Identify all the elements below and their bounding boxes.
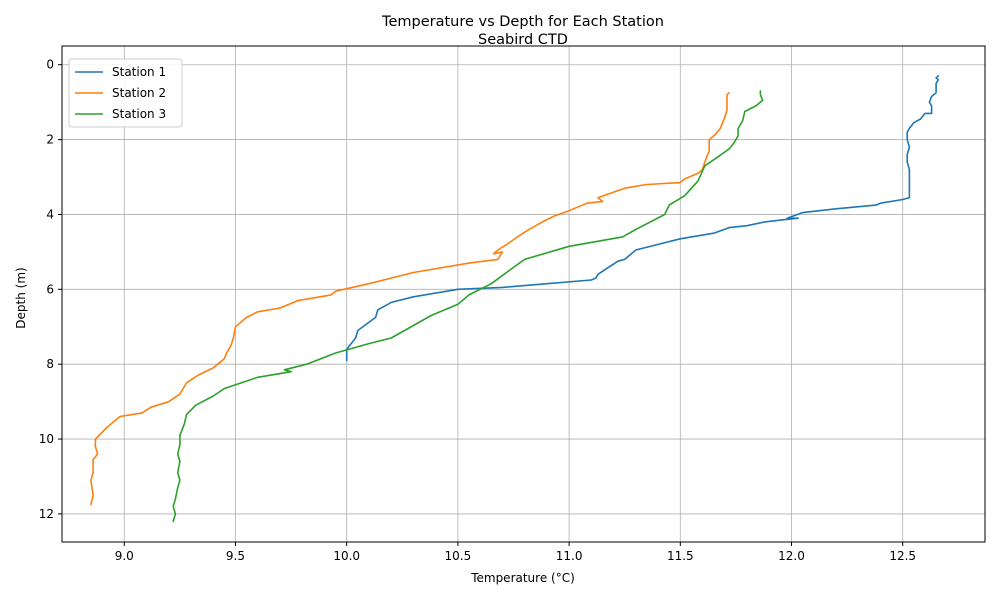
plot-frame xyxy=(61,45,986,543)
x-tick-label: 12.5 xyxy=(889,549,916,563)
series-layer xyxy=(90,75,940,523)
chart-title: Temperature vs Depth for Each Station xyxy=(381,14,664,30)
y-tick-label: 6 xyxy=(46,282,54,296)
y-tick-label: 10 xyxy=(39,432,54,446)
x-tick-label: 9.5 xyxy=(226,549,245,563)
y-tick-label: 0 xyxy=(46,58,54,72)
legend-label-station-2: Station 2 xyxy=(112,86,166,100)
legend: Station 1 Station 2 Station 3 xyxy=(68,58,183,128)
x-tick-label: 10.0 xyxy=(333,549,360,563)
series-station-2-line xyxy=(90,92,730,506)
ticks: 9.0 9.5 10.0 10.5 11.0 11.5 12.0 12.5 0 2 4 6 8 10 12 xyxy=(39,58,916,563)
series-station-3-line xyxy=(172,90,764,523)
legend-label-station-3: Station 3 xyxy=(112,107,166,121)
y-tick-label: 12 xyxy=(39,507,54,521)
x-tick-label: 11.0 xyxy=(556,549,583,563)
y-axis-label: Depth (m) xyxy=(14,267,28,328)
legend-label-station-1: Station 1 xyxy=(112,65,166,79)
y-tick-label: 2 xyxy=(46,133,54,147)
x-tick-label: 9.0 xyxy=(115,549,134,563)
series-station-1-line xyxy=(345,75,940,362)
y-tick-label: 8 xyxy=(46,357,54,371)
x-axis-label: Temperature (°C) xyxy=(470,571,575,585)
y-tick-label: 4 xyxy=(46,207,54,221)
chart-subtitle: Seabird CTD xyxy=(478,32,568,48)
x-tick-label: 12.0 xyxy=(778,549,805,563)
legend-box xyxy=(68,58,183,128)
grid xyxy=(62,46,985,542)
x-tick-label: 11.5 xyxy=(667,549,694,563)
x-tick-label: 10.5 xyxy=(445,549,472,563)
